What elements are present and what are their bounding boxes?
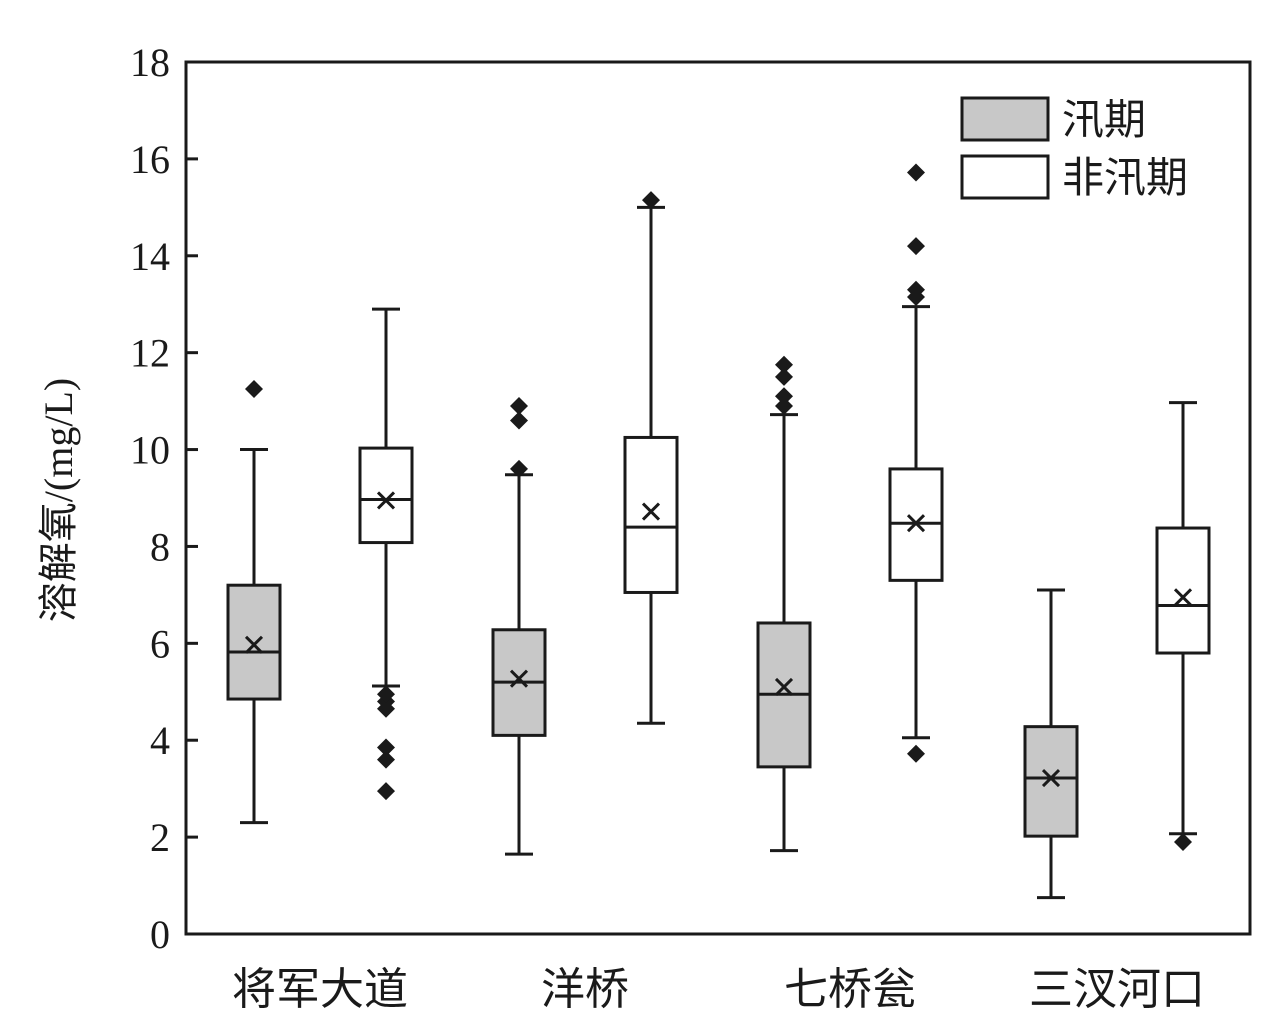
y-tick-label: 18 bbox=[130, 40, 170, 85]
box-rect bbox=[623, 435, 679, 594]
box-1-3 bbox=[1155, 401, 1211, 851]
plot-area bbox=[226, 163, 1211, 900]
legend-label-1: 非汛期 bbox=[1062, 156, 1188, 202]
legend-swatch-0 bbox=[960, 96, 1050, 142]
mean-marker bbox=[641, 502, 661, 521]
outlier-point bbox=[907, 744, 925, 763]
box-rect bbox=[226, 583, 282, 701]
y-tick-label: 14 bbox=[130, 234, 170, 279]
outlier-point bbox=[775, 355, 793, 374]
outlier-point bbox=[377, 750, 395, 769]
outlier-point bbox=[907, 280, 925, 299]
mean-marker bbox=[376, 491, 396, 510]
axes: 0 2 4 6 8 10 12 14 16 18 溶解氧/(mg/L) 将军大道 洋桥 七桥瓮 三汊河口 bbox=[36, 40, 1252, 1014]
plot-frame bbox=[184, 60, 1252, 936]
box-0-1 bbox=[491, 396, 547, 856]
mean-marker bbox=[774, 677, 794, 696]
y-tick-label: 10 bbox=[130, 428, 170, 473]
outlier-point bbox=[642, 191, 660, 210]
box-0-2 bbox=[756, 355, 812, 853]
box-0-0 bbox=[226, 380, 282, 825]
y-tick-label: 12 bbox=[130, 331, 170, 376]
outlier-point bbox=[775, 367, 793, 386]
outlier-point bbox=[1174, 832, 1192, 851]
box-1-1 bbox=[623, 191, 679, 725]
y-tick-label: 4 bbox=[150, 718, 170, 763]
y-tick-label: 2 bbox=[150, 815, 170, 860]
mean-marker bbox=[244, 635, 264, 654]
outlier-point bbox=[377, 685, 395, 704]
y-tick-label: 0 bbox=[150, 912, 170, 957]
mean-marker bbox=[906, 514, 926, 533]
outlier-point bbox=[510, 411, 528, 430]
category-label: 七桥瓮 bbox=[784, 965, 916, 1014]
mean-marker bbox=[509, 669, 529, 688]
outlier-point bbox=[775, 396, 793, 415]
box-rect bbox=[1023, 725, 1079, 838]
category-label: 洋桥 bbox=[541, 965, 629, 1014]
outlier-point bbox=[907, 237, 925, 256]
outlier-point bbox=[510, 396, 528, 415]
box-0-3 bbox=[1023, 588, 1079, 900]
mean-marker bbox=[1173, 588, 1193, 607]
box-1-0 bbox=[358, 307, 414, 801]
box-rect bbox=[1155, 526, 1211, 655]
y-tick-label: 16 bbox=[130, 137, 170, 182]
category-label: 将军大道 bbox=[232, 965, 408, 1014]
legend-label-0: 汛期 bbox=[1062, 98, 1146, 144]
outlier-point bbox=[245, 380, 263, 398]
y-tick-label: 8 bbox=[150, 524, 170, 569]
outlier-point bbox=[510, 459, 528, 478]
outlier-point bbox=[775, 387, 793, 406]
box-rect bbox=[358, 446, 414, 545]
outlier-point bbox=[377, 738, 395, 757]
category-label: 三汊河口 bbox=[1029, 965, 1205, 1014]
y-tick-label: 6 bbox=[150, 621, 170, 666]
outlier-point bbox=[907, 163, 925, 182]
legend-swatch-1 bbox=[960, 154, 1050, 200]
y-axis-label: 溶解氧/(mg/L) bbox=[36, 378, 81, 622]
box-1-2 bbox=[888, 163, 944, 763]
outlier-point bbox=[377, 782, 395, 801]
mean-marker bbox=[1041, 768, 1061, 788]
